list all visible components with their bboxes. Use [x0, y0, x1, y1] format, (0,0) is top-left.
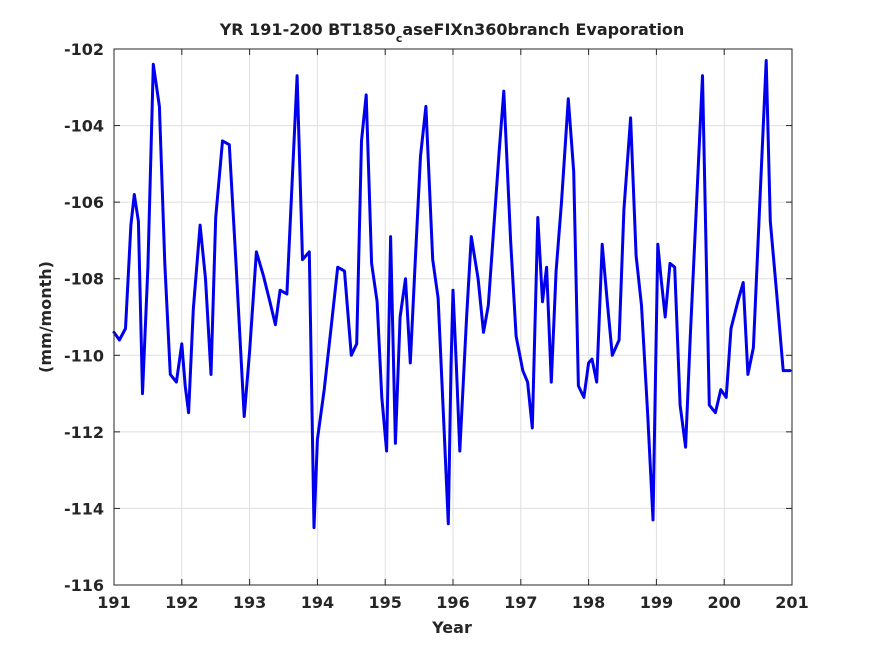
- x-tick-label: 194: [301, 593, 334, 612]
- data-layer: [112, 59, 792, 530]
- x-tick-label: 192: [165, 593, 198, 612]
- y-tick-label: -112: [64, 423, 104, 442]
- y-tick-label: -116: [64, 576, 104, 595]
- series-line-0: [112, 59, 792, 530]
- x-tick-label: 197: [504, 593, 537, 612]
- chart-title-rest: aseFIXn360branch Evaporation: [402, 20, 684, 39]
- x-tick-label: 196: [436, 593, 469, 612]
- x-tick-label: 195: [368, 593, 401, 612]
- y-tick-label: -110: [64, 346, 104, 365]
- ticks: 191 192 193 194 195 196 197 198 199 200 201 -116 -11…: [64, 40, 809, 612]
- y-tick-label: -106: [64, 193, 104, 212]
- y-tick-label: -102: [64, 40, 104, 59]
- y-axis-label: (mm/month): [36, 261, 55, 373]
- y-tick-label: -104: [64, 117, 104, 136]
- x-axis-label: Year: [431, 618, 472, 637]
- chart-title-subscript: c: [396, 32, 403, 45]
- x-tick-label: 201: [775, 593, 808, 612]
- x-tick-label: 199: [640, 593, 673, 612]
- chart-title: YR 191-200 BT1850caseFIXn360branch Evapo…: [219, 20, 685, 45]
- y-tick-label: -114: [64, 499, 104, 518]
- x-tick-label: 191: [97, 593, 130, 612]
- x-tick-label: 198: [572, 593, 605, 612]
- chart-title-main: YR 191-200 BT1850: [219, 20, 396, 39]
- y-tick-label: -108: [64, 270, 104, 289]
- x-tick-label: 200: [707, 593, 740, 612]
- x-tick-label: 193: [233, 593, 266, 612]
